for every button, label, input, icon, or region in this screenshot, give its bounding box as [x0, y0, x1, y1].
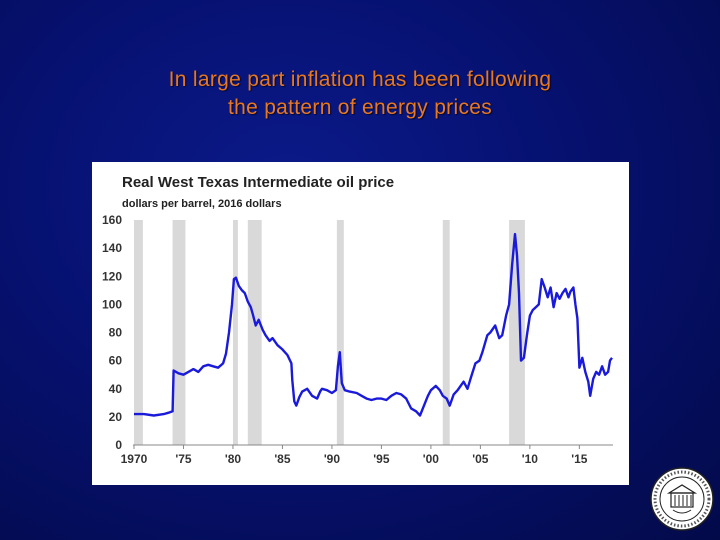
y-tick-label: 80	[109, 326, 123, 340]
x-tick-label: '05	[472, 452, 489, 466]
recession-band	[442, 220, 450, 445]
x-tick-label: '90	[324, 452, 341, 466]
y-axis-label: dollars per barrel, 2016 dollars	[122, 198, 282, 210]
x-tick-label: '10	[522, 452, 539, 466]
y-tick-label: 120	[102, 269, 122, 283]
slide-title-line-2: the pattern of energy prices	[227, 96, 493, 119]
oil-price-line	[134, 232, 613, 417]
recession-band	[232, 220, 238, 445]
y-tick-label: 20	[109, 410, 123, 424]
recession-band	[133, 220, 143, 445]
chart-panel: 0 20 40 60 80 100 120 140 160 1970 '75 '80 '85 '90 '9…	[92, 162, 629, 485]
x-axis-ticks: 1970 '75 '80 '85 '90 '95 '00 '05 '10 '15	[121, 445, 588, 466]
recession-band	[247, 220, 262, 445]
x-tick-label: '15	[571, 452, 588, 466]
federal-reserve-seal-icon	[650, 467, 714, 531]
chart-title: Real West Texas Intermediate oil price	[122, 174, 394, 191]
y-tick-label: 0	[115, 438, 122, 452]
y-axis-ticks: 0 20 40 60 80 100 120 140 160	[102, 213, 122, 452]
y-tick-label: 140	[102, 241, 122, 255]
recession-bands	[133, 220, 525, 445]
y-tick-label: 60	[109, 354, 123, 368]
x-tick-label: '00	[423, 452, 440, 466]
y-tick-label: 40	[109, 382, 123, 396]
recession-band	[172, 220, 186, 445]
oil-price-chart: 0 20 40 60 80 100 120 140 160 1970 '75 '80 '85 '90 '9…	[102, 174, 613, 466]
x-tick-label: 1970	[121, 452, 148, 466]
x-tick-label: '75	[175, 452, 192, 466]
y-tick-label: 160	[102, 213, 122, 227]
recession-band	[509, 220, 525, 445]
slide-title-line-1: In large part inflation has been followi…	[168, 68, 552, 91]
slide-title: In large part inflation has been followi…	[0, 66, 720, 122]
x-tick-label: '80	[225, 452, 242, 466]
recession-band	[336, 220, 344, 445]
x-tick-label: '85	[274, 452, 291, 466]
x-tick-label: '95	[373, 452, 390, 466]
y-tick-label: 100	[102, 297, 122, 311]
